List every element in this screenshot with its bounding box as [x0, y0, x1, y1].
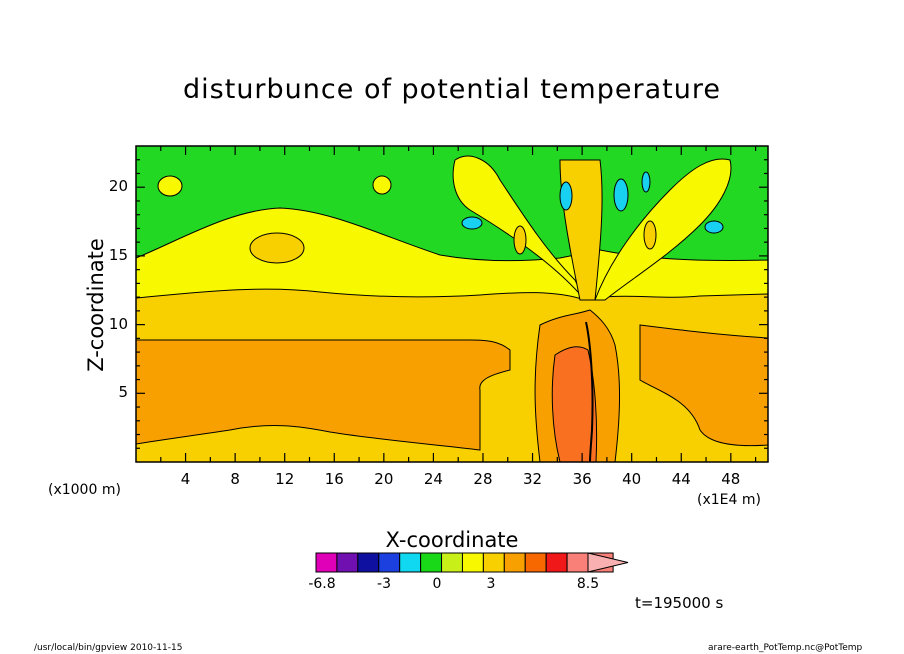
- x-tick-label: 48: [721, 470, 741, 488]
- cyan-3: [613, 178, 629, 212]
- plume-right: [594, 158, 732, 301]
- y-tick-label: 10: [108, 314, 128, 333]
- lobe-2: [643, 220, 657, 250]
- plot-frame: [135, 145, 769, 463]
- x-tick-label: 32: [523, 470, 543, 488]
- band-orange-right: [639, 324, 768, 447]
- axis-ticks: [136, 146, 768, 462]
- chart-title: disturbunce of potential temperature: [183, 74, 721, 105]
- footer-right: arare-earth_PotTemp.nc@PotTemp: [708, 643, 863, 653]
- x-tick-label: 8: [230, 470, 240, 488]
- x-unit-label: (x1000 m): [48, 482, 121, 498]
- x-tick-label: 44: [671, 470, 691, 488]
- colorbar-swatch: [420, 552, 443, 573]
- blob-left-1: [157, 175, 183, 197]
- core-streak: [585, 321, 594, 462]
- colorbar-swatch: [524, 552, 547, 573]
- colorbar-extend-arrow: [587, 552, 629, 573]
- core-darkorange: [551, 346, 598, 462]
- blob-left-2: [372, 175, 392, 195]
- x-multiplier-label: (x1E4 m): [697, 492, 761, 508]
- colorbar-tick-label: 8.5: [576, 576, 600, 592]
- contour-field: [136, 146, 768, 462]
- colorbar-swatch: [461, 552, 484, 573]
- cyan-1: [461, 216, 483, 230]
- colorbar-swatch: [482, 552, 505, 573]
- colorbar-swatch: [315, 552, 338, 573]
- cyan-2: [559, 181, 573, 211]
- colorbar-swatch: [357, 552, 380, 573]
- x-tick-label: 40: [622, 470, 642, 488]
- x-tick-label: 28: [473, 470, 493, 488]
- x-tick-label: 36: [572, 470, 592, 488]
- colorbar: [315, 552, 629, 573]
- blob-gold: [249, 232, 305, 264]
- colorbar-tick-label: 3: [486, 576, 496, 592]
- x-axis-label: X-coordinate: [385, 528, 519, 552]
- x-tick-label: 20: [374, 470, 394, 488]
- cyan-5: [641, 171, 651, 193]
- colorbar-tick-label: -6.8: [308, 576, 336, 592]
- y-tick-label: 5: [118, 383, 128, 402]
- colorbar-swatch: [399, 552, 422, 573]
- lobe-1: [513, 225, 527, 255]
- x-tick-label: 4: [180, 470, 191, 488]
- colorbar-swatch: [503, 552, 526, 573]
- cyan-4: [704, 220, 724, 234]
- time-label: t=195000 s: [635, 594, 724, 612]
- y-tick-label: 15: [108, 245, 128, 264]
- colorbar-swatch: [441, 552, 463, 573]
- x-tick-label: 12: [275, 470, 295, 488]
- colorbar-tick-label: -3: [377, 576, 391, 592]
- colorbar-swatch: [545, 552, 568, 573]
- band-orange: [136, 339, 511, 451]
- y-tick-label: 20: [108, 177, 128, 196]
- colorbar-tick-label: 0: [432, 576, 442, 592]
- colorbar-swatch: [378, 552, 401, 573]
- footer-left: /usr/local/bin/gpview 2010-11-15: [34, 643, 183, 653]
- x-tick-label: 16: [324, 470, 344, 488]
- x-tick-label: 24: [423, 470, 443, 488]
- colorbar-swatch: [336, 552, 359, 573]
